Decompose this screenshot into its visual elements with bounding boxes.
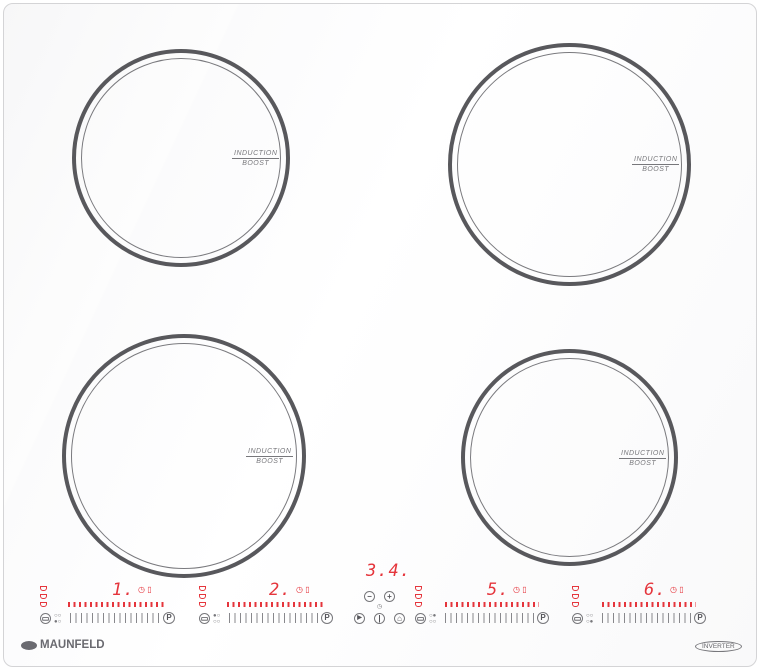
burner-label: INDUCTION BOOST [619,449,667,468]
zone-display: 5. [487,580,510,600]
power-slider[interactable] [229,613,321,623]
minus-button[interactable]: − [364,591,375,602]
timer-icon: ◷ ▯ [670,585,684,594]
induction-label: INDUCTION [632,156,680,165]
pan-button[interactable]: ▭ [40,613,51,624]
lock-button[interactable]: ⌂ [394,613,405,624]
power-button[interactable]: | [374,613,385,624]
power-slider[interactable] [602,613,694,623]
zone-display: 6. [644,580,667,600]
pause-button[interactable]: P [163,612,175,624]
timer-icon: ◷ [377,604,383,610]
zone-control-2: 2. ◷ ▯ ▭ ●○ ○○ P [199,580,339,634]
induction-label: INDUCTION [246,448,294,457]
pause-button[interactable]: P [694,612,706,624]
burner-label: INDUCTION BOOST [632,155,680,174]
brand-name: MAUNFELD [40,639,105,651]
power-level-indicator [68,602,164,607]
burner-rear-left [72,49,290,267]
zone-control-1: 1. ◷ ▯ ▭ ○○ ●○ P [40,580,180,634]
burner-label: INDUCTION BOOST [232,149,280,168]
power-level-indicator [227,602,323,607]
mode-dots: ●○ ○○ [213,613,221,625]
center-display: 3.4. [366,561,411,581]
burner-inner-ring [470,358,669,557]
burner-inner-ring [457,52,682,277]
power-level-indicator [445,602,539,607]
boost-label: BOOST [242,160,270,167]
power-slider[interactable] [445,613,537,623]
burner-front-left [62,334,306,578]
boost-label: BOOST [642,166,670,173]
plus-button[interactable]: + [384,591,395,602]
pan-size-indicators [572,586,580,610]
induction-label: INDUCTION [232,150,280,159]
pause-button[interactable]: P [321,612,333,624]
mode-dots: ○● ○○ [429,613,437,625]
timer-icon: ◷ ▯ [138,585,152,594]
pan-button[interactable]: ▭ [415,613,426,624]
play-button[interactable]: ▶ [354,613,365,624]
boost-label: BOOST [629,460,657,467]
power-slider[interactable] [70,613,162,623]
pan-size-indicators [199,586,207,610]
brand-logo: MAUNFELD [21,639,105,651]
burner-inner-ring [71,343,297,569]
burner-label: INDUCTION BOOST [246,447,294,466]
zone-display: 2. [269,580,292,600]
zone-control-6: 6. ◷ ▯ ▭ ○○ ○● P [572,580,712,634]
pause-button[interactable]: P [537,612,549,624]
pan-size-indicators [415,586,423,610]
mode-dots: ○○ ○● [586,613,594,625]
burner-front-right [461,349,678,566]
burner-rear-right [448,43,691,286]
power-level-indicator [602,602,696,607]
zone-display: 1. [112,580,135,600]
burner-inner-ring [81,58,281,258]
brand-logo-mark [21,640,37,650]
zone-control-5: 5. ◷ ▯ ▭ ○● ○○ P [415,580,555,634]
mode-dots: ○○ ●○ [54,613,62,625]
pan-button[interactable]: ▭ [572,613,583,624]
boost-label: BOOST [256,458,284,465]
pan-button[interactable]: ▭ [199,613,210,624]
timer-icon: ◷ ▯ [296,585,310,594]
timer-icon: ◷ ▯ [513,585,527,594]
inverter-badge: INVERTER [695,641,742,652]
induction-label: INDUCTION [619,450,667,459]
pan-size-indicators [40,586,48,610]
